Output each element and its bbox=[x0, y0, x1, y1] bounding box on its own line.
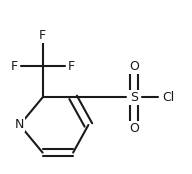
Text: Cl: Cl bbox=[162, 91, 175, 104]
Text: F: F bbox=[39, 29, 46, 42]
Text: S: S bbox=[130, 91, 138, 104]
Text: O: O bbox=[129, 122, 139, 135]
Text: O: O bbox=[129, 60, 139, 73]
Text: F: F bbox=[11, 60, 18, 73]
Text: N: N bbox=[15, 118, 24, 132]
Text: F: F bbox=[68, 60, 75, 73]
